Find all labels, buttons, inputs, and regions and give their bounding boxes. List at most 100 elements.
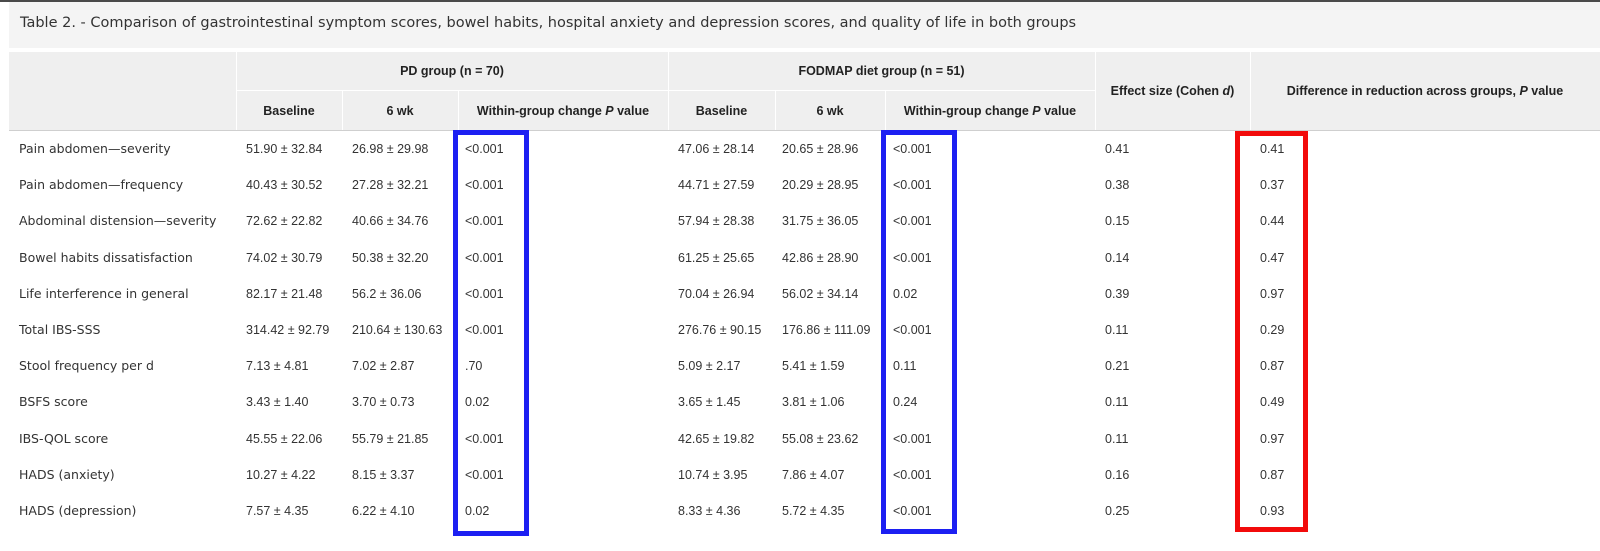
pd-within-change-header: Within-group change P value	[458, 103, 668, 119]
pd-p-value-cell: <0.001	[465, 178, 504, 192]
effect-size-cell: 0.14	[1105, 251, 1130, 265]
fodmap-group-header: FODMAP diet group (n = 51)	[798, 64, 965, 78]
row-label: Life interference in general	[19, 286, 189, 301]
difference-p-value-cell: 0.97	[1260, 287, 1285, 301]
row-label: Bowel habits dissatisfaction	[19, 250, 193, 265]
header-divider	[342, 91, 343, 131]
fodmap-within-change-suffix: value	[1040, 104, 1077, 118]
fodmap-6wk-cell: 31.75 ± 36.05	[782, 214, 859, 228]
pd-6wk-cell: 27.28 ± 32.21	[352, 178, 429, 192]
fodmap-6wk-cell: 5.72 ± 4.35	[782, 504, 845, 518]
pd-baseline-cell: 40.43 ± 30.52	[246, 178, 323, 192]
effect-size-cell: 0.15	[1105, 214, 1130, 228]
table-header	[9, 52, 1600, 131]
difference-p-value-cell: 0.93	[1260, 504, 1285, 518]
pd-6wk-cell: 3.70 ± 0.73	[352, 395, 415, 409]
difference-p-value-cell: 0.29	[1260, 323, 1285, 337]
top-rule	[0, 0, 1600, 2]
fodmap-baseline-cell: 3.65 ± 1.45	[678, 395, 741, 409]
fodmap-baseline-cell: 44.71 ± 27.59	[678, 178, 755, 192]
header-divider	[1250, 52, 1251, 131]
fodmap-6wk-cell: 7.86 ± 4.07	[782, 468, 845, 482]
difference-p-value-cell: 0.41	[1260, 142, 1285, 156]
fodmap-baseline-cell: 42.65 ± 19.82	[678, 432, 755, 446]
difference-p-value-cell: 0.47	[1260, 251, 1285, 265]
fodmap-p-value-cell: <0.001	[893, 178, 932, 192]
effect-size-cell: 0.39	[1105, 287, 1130, 301]
fodmap-baseline-cell: 5.09 ± 2.17	[678, 359, 741, 373]
fodmap-6wk-cell: 20.29 ± 28.95	[782, 178, 859, 192]
pd-p-value-cell: <0.001	[465, 287, 504, 301]
fodmap-baseline-cell: 276.76 ± 90.15	[678, 323, 762, 337]
pd-p-value-cell: <0.001	[465, 214, 504, 228]
pd-baseline-cell: 51.90 ± 32.84	[246, 142, 323, 156]
header-divider	[458, 91, 459, 131]
fodmap-p-value-cell: <0.001	[893, 142, 932, 156]
header-bottom-rule	[9, 130, 1600, 131]
effect-size-cell: 0.38	[1105, 178, 1130, 192]
fodmap-p-value-cell: 0.24	[893, 395, 918, 409]
pd-p-value-cell: <0.001	[465, 251, 504, 265]
difference-header-suffix: value	[1527, 84, 1564, 98]
fodmap-within-change-p: P	[1032, 104, 1041, 118]
pd-p-value-cell: <0.001	[465, 323, 504, 337]
row-label: BSFS score	[19, 394, 88, 409]
pd-6wk-cell: 26.98 ± 29.98	[352, 142, 429, 156]
difference-p-value-cell: 0.97	[1260, 432, 1285, 446]
fodmap-6wk-cell: 42.86 ± 28.90	[782, 251, 859, 265]
difference-p-value-highlight	[1235, 131, 1308, 532]
effect-size-cell: 0.11	[1105, 395, 1129, 409]
effect-size-header-text: Effect size (Cohen	[1110, 84, 1223, 98]
pd-6wk-cell: 56.2 ± 36.06	[352, 287, 422, 301]
difference-p-value-cell: 0.44	[1260, 214, 1285, 228]
row-label: IBS-QOL score	[19, 431, 109, 446]
row-label: Total IBS-SSS	[19, 322, 101, 337]
pd-6wk-cell: 40.66 ± 34.76	[352, 214, 429, 228]
header-group-divider	[236, 90, 1095, 91]
fodmap-p-value-cell: 0.11	[893, 359, 917, 373]
pd-p-value-highlight	[453, 130, 529, 536]
difference-p-value-cell: 0.87	[1260, 468, 1285, 482]
pd-baseline-header: Baseline	[263, 104, 315, 118]
fodmap-p-value-cell: <0.001	[893, 251, 932, 265]
fodmap-p-value-cell: <0.001	[893, 323, 932, 337]
pd-baseline-cell: 74.02 ± 30.79	[246, 251, 323, 265]
fodmap-p-value-cell: <0.001	[893, 504, 932, 518]
header-divider	[1095, 52, 1096, 131]
pd-baseline-cell: 3.43 ± 1.40	[246, 395, 309, 409]
pd-6wk-cell: 210.64 ± 130.63	[352, 323, 443, 337]
fodmap-baseline-cell: 10.74 ± 3.95	[678, 468, 748, 482]
pd-baseline-cell: 45.55 ± 22.06	[246, 432, 323, 446]
pd-p-value-cell: <0.001	[465, 432, 504, 446]
effect-size-cell: 0.11	[1105, 432, 1129, 446]
row-label: HADS (depression)	[19, 503, 137, 518]
row-label: Abdominal distension—severity	[19, 213, 217, 228]
difference-p-value-cell: 0.49	[1260, 395, 1285, 409]
pd-p-value-cell: .70	[465, 359, 483, 373]
table-caption: Table 2. - Comparison of gastrointestina…	[9, 2, 1600, 48]
fodmap-6wk-cell: 56.02 ± 34.14	[782, 287, 859, 301]
pd-within-change-suffix: value	[613, 104, 650, 118]
pd-6wk-cell: 55.79 ± 21.85	[352, 432, 429, 446]
pd-p-value-cell: <0.001	[465, 142, 504, 156]
row-label: HADS (anxiety)	[19, 467, 115, 482]
row-label: Stool frequency per d	[19, 358, 154, 373]
fodmap-6wk-cell: 3.81 ± 1.06	[782, 395, 845, 409]
fodmap-6wk-cell: 5.41 ± 1.59	[782, 359, 845, 373]
fodmap-baseline-cell: 47.06 ± 28.14	[678, 142, 755, 156]
pd-6wk-cell: 8.15 ± 3.37	[352, 468, 415, 482]
fodmap-p-value-cell: <0.001	[893, 432, 932, 446]
difference-header-text: Difference in reduction across groups,	[1286, 84, 1520, 98]
effect-size-cell: 0.16	[1105, 468, 1130, 482]
header-divider	[885, 91, 886, 131]
fodmap-within-change-header: Within-group change P value	[885, 103, 1095, 119]
difference-header-p: P	[1519, 84, 1528, 98]
difference-p-value-cell: 0.87	[1260, 359, 1285, 373]
effect-size-header-suffix: )	[1230, 84, 1235, 98]
fodmap-baseline-cell: 8.33 ± 4.36	[678, 504, 741, 518]
fodmap-within-change-text: Within-group change	[903, 104, 1033, 118]
pd-baseline-cell: 7.57 ± 4.35	[246, 504, 309, 518]
pd-baseline-cell: 314.42 ± 92.79	[246, 323, 330, 337]
fodmap-baseline-cell: 57.94 ± 28.38	[678, 214, 755, 228]
fodmap-p-value-highlight	[881, 130, 957, 534]
